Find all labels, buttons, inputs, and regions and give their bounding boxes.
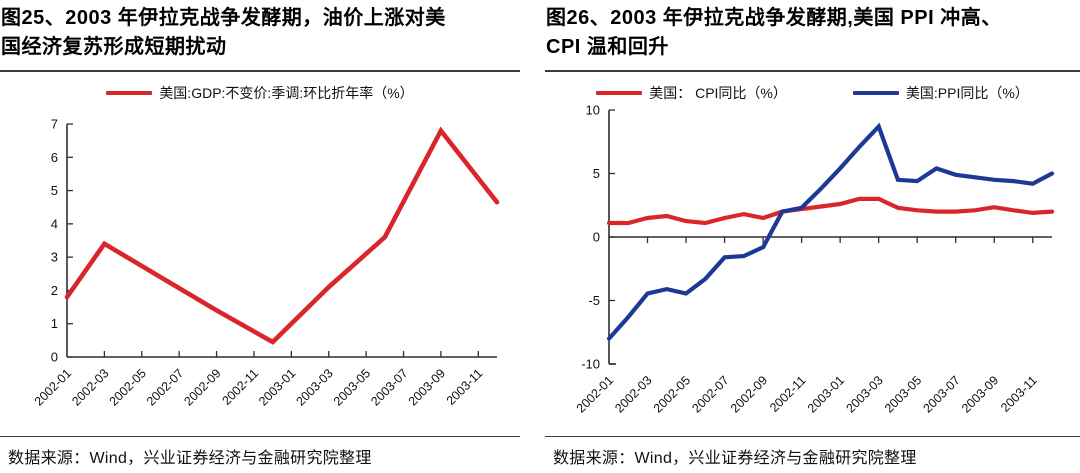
legend-item-ppi: 美国:PPI同比（%）	[852, 83, 1029, 103]
series-line-gdp	[64, 126, 500, 345]
x-tick-label: 2002-07	[144, 366, 186, 408]
legend-line-swatch-red	[106, 91, 153, 95]
x-tick-label: 2003-09	[959, 373, 1001, 415]
axes	[66, 123, 497, 358]
title-line-2: 国经济复苏形成短期扰动	[1, 36, 227, 58]
axis-labels: -10-505102002-012002-032002-052002-07200…	[574, 105, 1040, 416]
cpi-ppi-legend: 美国： CPI同比（%） 美国:PPI同比（%）	[545, 83, 1080, 103]
legend-line-swatch-blue	[852, 91, 899, 95]
axes	[608, 109, 1052, 365]
gdp-legend: 美国:GDP:不变价:季调:环比折年率（%）	[0, 83, 520, 103]
x-tick-label: 2002-05	[107, 366, 149, 408]
x-tick-label: 2003-07	[920, 373, 962, 415]
x-tick-label: 2003-11	[444, 366, 486, 408]
y-tick-label: -5	[588, 293, 600, 308]
y-tick-label: 0	[593, 230, 600, 245]
y-tick-label: 5	[593, 166, 600, 181]
x-tick-label: 2002-03	[612, 373, 654, 415]
y-tick-label: 0	[51, 350, 58, 365]
title-line-1: 图26、2003 年伊拉克战争发酵期,美国 PPI 冲高、	[546, 7, 1002, 29]
y-tick-label: 1	[51, 316, 58, 331]
x-tick-label: 2002-11	[219, 366, 261, 408]
figure-title-26: 图26、2003 年伊拉克战争发酵期,美国 PPI 冲高、 CPI 温和回升	[545, 0, 1080, 72]
x-tick-label: 2003-01	[256, 366, 298, 408]
y-tick-label: 10	[586, 105, 600, 118]
x-tick-label: 2002-03	[69, 366, 111, 408]
series-line-ppi	[606, 122, 1055, 341]
title-line-1: 图25、2003 年伊拉克战争发酵期，油价上涨对美	[1, 7, 446, 29]
x-tick-label: 2002-09	[728, 373, 770, 415]
x-tick-label: 2003-07	[368, 366, 410, 408]
y-tick-label: 4	[51, 216, 58, 231]
y-tick-label: 5	[51, 183, 58, 198]
panel-cpi-ppi-chart: 图26、2003 年伊拉克战争发酵期,美国 PPI 冲高、 CPI 温和回升 美…	[545, 0, 1080, 468]
y-tick-label: -10	[581, 357, 600, 372]
x-tick-label: 2003-03	[843, 373, 885, 415]
axis-labels: 012345672002-012002-032002-052002-072002…	[32, 117, 486, 409]
source-note-right: 数据来源：Wind，兴业证券经济与金融研究院整理	[545, 436, 1080, 468]
x-tick-label: 2003-05	[882, 373, 924, 415]
legend-line-swatch-red	[596, 91, 643, 95]
x-tick-label: 2003-09	[406, 366, 448, 408]
legend-label-ppi: 美国:PPI同比（%）	[905, 85, 1029, 101]
cpi-ppi-line-chart: -10-505102002-012002-032002-052002-07200…	[574, 105, 1055, 416]
title-line-2: CPI 温和回升	[546, 36, 669, 58]
x-tick-label: 2003-01	[805, 373, 847, 415]
x-tick-label: 2002-01	[32, 366, 74, 408]
x-tick-label: 2003-05	[331, 366, 373, 408]
x-tick-label: 2002-11	[767, 373, 809, 415]
x-tick-label: 2003-11	[998, 373, 1040, 415]
source-note-left: 数据来源：Wind，兴业证券经济与金融研究院整理	[0, 436, 520, 468]
x-tick-label: 2002-09	[181, 366, 223, 408]
legend-label-cpi: 美国： CPI同比（%）	[649, 85, 787, 101]
y-tick-label: 6	[51, 150, 58, 165]
panel-gdp-chart: 图25、2003 年伊拉克战争发酵期，油价上涨对美 国经济复苏形成短期扰动 美国…	[0, 0, 520, 468]
x-tick-label: 2002-07	[689, 373, 731, 415]
x-tick-label: 2003-03	[293, 366, 335, 408]
legend-item-gdp: 美国:GDP:不变价:季调:环比折年率（%）	[106, 83, 414, 103]
y-tick-label: 7	[51, 117, 58, 132]
x-tick-label: 2002-05	[651, 373, 693, 415]
legend-label-gdp: 美国:GDP:不变价:季调:环比折年率（%）	[159, 85, 414, 101]
y-tick-label: 3	[51, 250, 58, 265]
legend-item-cpi: 美国： CPI同比（%）	[596, 83, 787, 103]
gdp-line-chart: 012345672002-012002-032002-052002-072002…	[32, 117, 500, 409]
figure-title-25: 图25、2003 年伊拉克战争发酵期，油价上涨对美 国经济复苏形成短期扰动	[0, 0, 520, 72]
y-tick-label: 2	[51, 283, 58, 298]
series-line-cpi	[606, 196, 1055, 226]
x-tick-label: 2002-01	[574, 373, 616, 415]
